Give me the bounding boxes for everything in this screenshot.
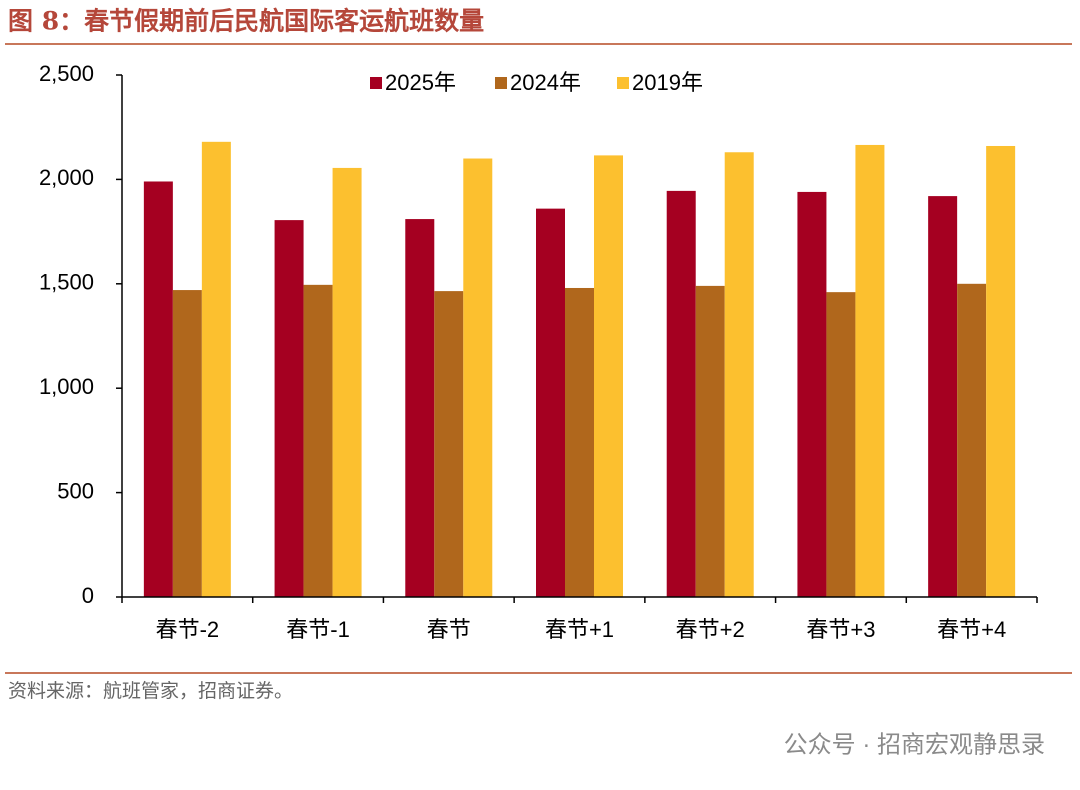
- bar: [928, 196, 958, 597]
- bar: [405, 219, 435, 597]
- bar: [434, 291, 464, 597]
- bar: [594, 155, 623, 597]
- bar: [536, 208, 565, 597]
- bar: [724, 152, 754, 598]
- bar: [666, 190, 696, 597]
- x-tick-label: 春节+4: [937, 617, 1006, 642]
- x-tick-label: 春节+2: [676, 617, 745, 642]
- x-tick-label: 春节-2: [156, 617, 220, 642]
- y-tick-label: 1,500: [39, 270, 94, 295]
- bar: [332, 167, 362, 597]
- bar: [695, 285, 725, 597]
- legend-label: 2024年: [510, 70, 581, 95]
- y-tick-label: 0: [82, 583, 94, 608]
- bar: [201, 141, 231, 598]
- x-tick-label: 春节+1: [545, 617, 614, 642]
- bar: [172, 290, 202, 597]
- legend-label: 2019年: [632, 70, 703, 95]
- bar: [986, 145, 1016, 597]
- chart-title: 图 8：春节假期前后民航国际客运航班数量: [8, 7, 484, 36]
- bar: [797, 191, 827, 598]
- legend-swatch: [370, 77, 382, 89]
- bar: [303, 284, 333, 597]
- x-tick-label: 春节: [427, 617, 471, 642]
- source: 资料来源：航班管家，招商证券。: [8, 680, 293, 702]
- legend-swatch: [617, 77, 629, 89]
- y-tick-label: 2,000: [39, 165, 94, 190]
- x-tick-label: 春节-1: [286, 617, 350, 642]
- bar: [143, 181, 173, 597]
- bar: [274, 220, 304, 597]
- y-tick-label: 2,500: [39, 61, 94, 86]
- legend-label: 2025年: [385, 70, 456, 95]
- bar: [565, 287, 594, 597]
- bar: [855, 144, 885, 597]
- y-tick-label: 500: [57, 478, 94, 503]
- legend-swatch: [495, 77, 507, 89]
- bar: [957, 283, 987, 597]
- y-tick-label: 1,000: [39, 374, 94, 399]
- watermark: 公众号 · 招商宏观静思录: [784, 731, 1045, 758]
- x-tick-label: 春节+3: [806, 617, 875, 642]
- bar: [826, 292, 856, 597]
- bar: [463, 158, 493, 597]
